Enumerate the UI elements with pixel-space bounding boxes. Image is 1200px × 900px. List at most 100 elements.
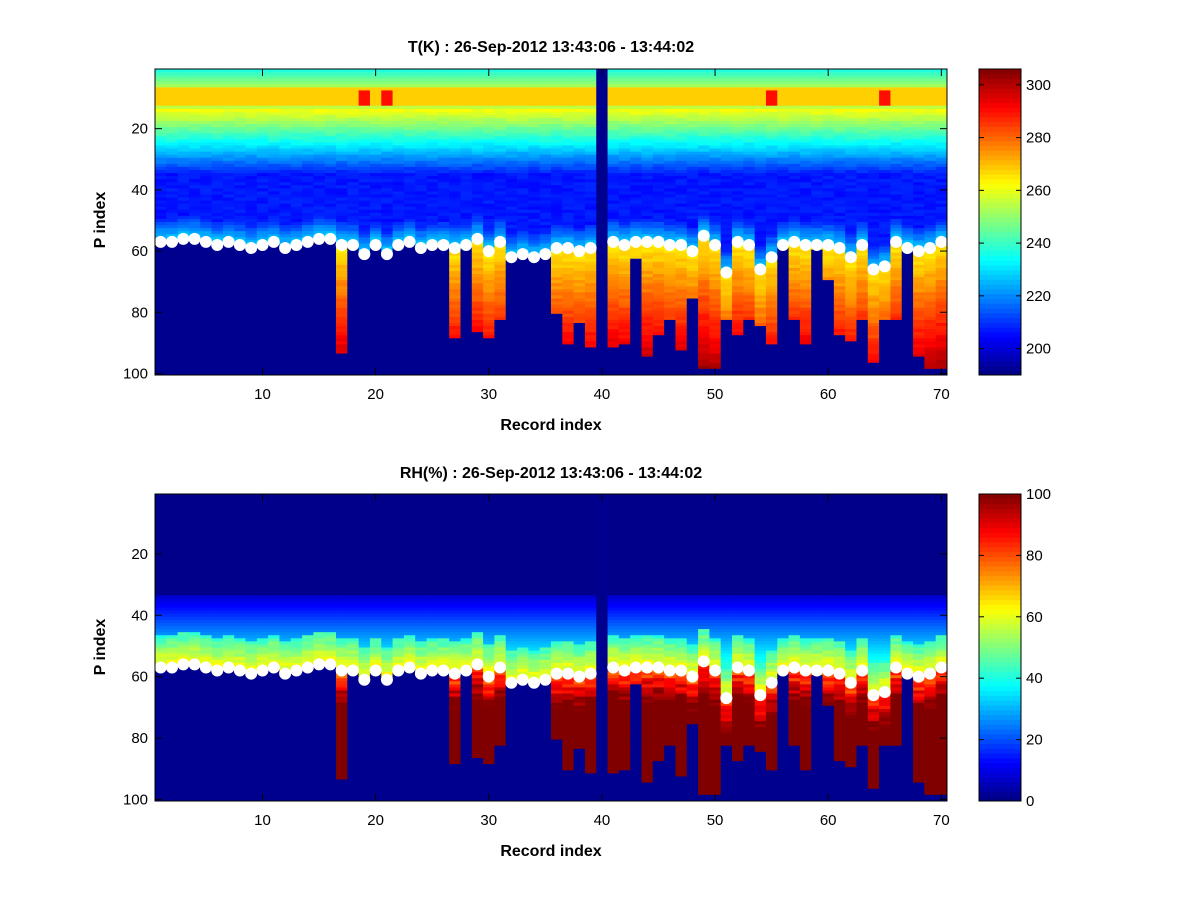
heatmap-cell — [200, 176, 212, 180]
heatmap-cell — [392, 292, 405, 296]
heatmap-cell — [664, 307, 676, 312]
heatmap-cell — [709, 148, 722, 153]
heatmap-cell — [177, 145, 190, 149]
heatmap-cell — [584, 173, 597, 177]
heatmap-cell — [358, 99, 371, 104]
heatmap-cell — [392, 313, 405, 318]
heatmap-cell — [437, 90, 450, 94]
heatmap-cell — [641, 316, 654, 321]
heatmap-cell — [551, 225, 563, 229]
heatmap-cell — [302, 188, 314, 192]
heatmap-cell — [268, 301, 280, 306]
heatmap-cell — [437, 169, 450, 174]
heatmap-cell — [584, 237, 597, 241]
heatmap-cell — [302, 313, 314, 318]
heatmap-cell — [630, 292, 642, 296]
heatmap-cell — [528, 356, 541, 361]
heatmap-cell — [483, 148, 495, 153]
heatmap-cell — [268, 163, 280, 168]
heatmap-cell — [551, 108, 563, 113]
heatmap-cell — [415, 191, 427, 195]
heatmap-cell — [290, 69, 303, 73]
heatmap-cell — [347, 231, 360, 235]
heatmap-cell — [403, 283, 416, 287]
heatmap-cell — [188, 274, 201, 278]
heatmap-cell — [313, 142, 326, 146]
heatmap-cell — [358, 295, 371, 299]
heatmap-cell — [426, 298, 439, 302]
heatmap-cell — [403, 338, 416, 342]
heatmap-cell — [675, 368, 688, 373]
heatmap-cell — [573, 359, 586, 364]
heatmap-cell — [641, 307, 654, 312]
heatmap-cell — [551, 99, 563, 104]
heatmap-cell — [551, 163, 563, 168]
heatmap-cell — [403, 295, 416, 299]
heatmap-cell — [415, 108, 427, 113]
heatmap-cell — [313, 197, 326, 201]
heatmap-cell — [279, 362, 292, 367]
heatmap-cell — [268, 117, 280, 122]
heatmap-cell — [664, 163, 676, 168]
heatmap-cell — [517, 280, 529, 284]
heatmap-cell — [573, 362, 586, 367]
heatmap-cell — [358, 237, 371, 241]
heatmap-cell — [539, 341, 552, 345]
heatmap-cell — [483, 326, 495, 330]
heatmap-cell — [596, 341, 608, 345]
heatmap-cell — [211, 310, 224, 315]
heatmap-cell — [618, 117, 631, 122]
heatmap-cell — [268, 130, 280, 134]
heatmap-cell — [460, 225, 473, 229]
heatmap-cell — [698, 130, 710, 134]
heatmap-cell — [675, 96, 688, 100]
heatmap-cell — [392, 234, 405, 238]
heatmap-cell — [652, 130, 665, 134]
heatmap-cell — [155, 105, 167, 110]
heatmap-cell — [709, 310, 722, 315]
heatmap-cell — [539, 194, 552, 198]
heatmap-cell — [324, 252, 337, 257]
heatmap-cell — [460, 157, 473, 162]
heatmap-cell — [245, 359, 258, 364]
heatmap-cell — [177, 289, 190, 293]
heatmap-cell — [675, 136, 688, 140]
heatmap-cell — [415, 212, 427, 217]
heatmap-cell — [279, 127, 292, 131]
heatmap-cell — [336, 136, 348, 140]
heatmap-cell — [686, 231, 699, 235]
heatmap-cell — [358, 274, 371, 278]
heatmap-cell — [686, 353, 699, 358]
heatmap-cell — [517, 307, 529, 312]
heatmap-cell — [664, 258, 676, 263]
heatmap-cell — [403, 185, 416, 189]
heatmap-cell — [505, 179, 518, 183]
heatmap-cell — [449, 283, 461, 287]
heatmap-cell — [222, 249, 235, 253]
heatmap-cell — [234, 356, 246, 361]
heatmap-cell — [313, 359, 326, 364]
heatmap-cell — [200, 148, 212, 153]
heatmap-cell — [415, 258, 427, 263]
heatmap-cell — [313, 179, 326, 183]
heatmap-cell — [369, 154, 382, 159]
heatmap-cell — [155, 117, 167, 122]
heatmap-cell — [618, 218, 631, 223]
heatmap-cell — [584, 102, 597, 107]
heatmap-cell — [155, 292, 167, 296]
heatmap-cell — [652, 117, 665, 122]
heatmap-cell — [358, 203, 371, 208]
heatmap-cell — [607, 176, 620, 180]
heatmap-cell — [517, 222, 529, 226]
heatmap-cell — [664, 319, 676, 324]
heatmap-cell — [698, 298, 710, 302]
heatmap-cell — [483, 231, 495, 235]
heatmap-cell — [426, 292, 439, 296]
heatmap-cell — [245, 84, 258, 88]
heatmap-cell — [155, 335, 167, 339]
heatmap-cell — [166, 261, 179, 266]
heatmap-cell — [211, 362, 224, 367]
heatmap-cell — [517, 142, 529, 146]
heatmap-cell — [517, 166, 529, 171]
heatmap-cell — [573, 350, 586, 354]
